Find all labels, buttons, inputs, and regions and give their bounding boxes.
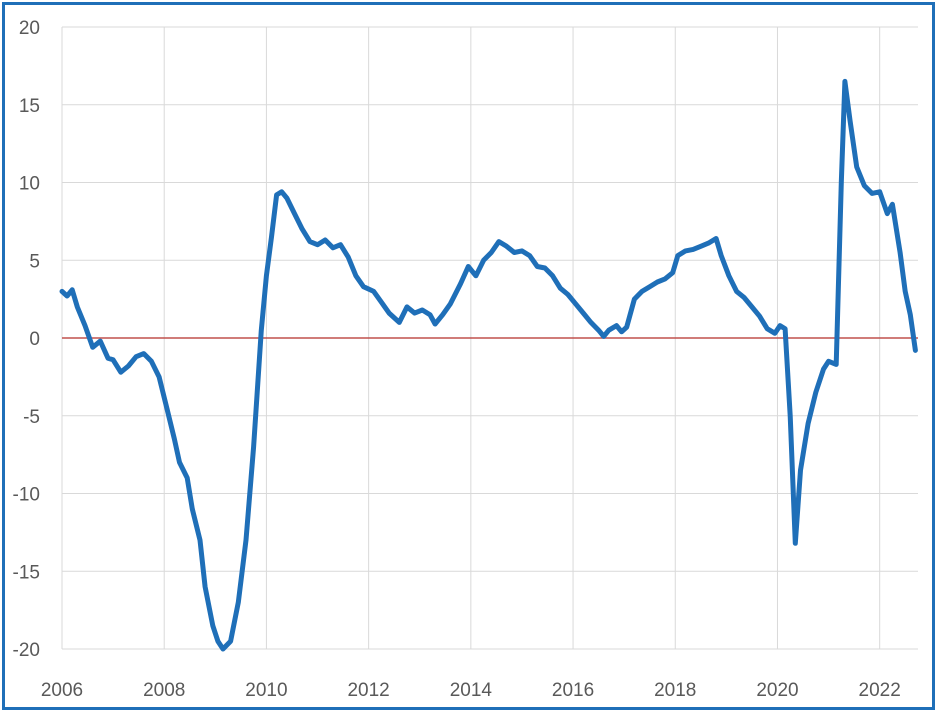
- y-tick-label: 20: [19, 18, 40, 39]
- series-layer: [59, 78, 918, 652]
- y-tick-label: 0: [29, 329, 40, 350]
- x-tick-label: 2018: [654, 680, 696, 701]
- y-tick-label: 15: [19, 96, 40, 117]
- x-tick-label: 2014: [450, 680, 493, 701]
- y-tick-label: 5: [29, 251, 40, 272]
- y-tick-label: -5: [23, 407, 40, 428]
- y-tick-label: -10: [13, 485, 40, 506]
- y-tick-label: 10: [19, 174, 40, 195]
- x-tick-label: 2006: [41, 680, 83, 701]
- y-axis-tick-labels: 20 15 10 5 0 -5 -10 -15 -20: [13, 18, 40, 661]
- x-tick-label: 2022: [859, 680, 901, 701]
- x-tick-label: 2010: [245, 680, 287, 701]
- series-line-0: [59, 78, 918, 652]
- x-tick-label: 2020: [756, 680, 798, 701]
- x-tick-label: 2008: [143, 680, 185, 701]
- x-tick-label: 2012: [347, 680, 389, 701]
- y-tick-label: -20: [13, 640, 40, 661]
- x-axis-tick-labels: 2006 2008 2010 2012 2014 2016 2018 2020 2022: [41, 680, 901, 701]
- x-tick-label: 2016: [552, 680, 594, 701]
- y-tick-label: -15: [13, 562, 40, 583]
